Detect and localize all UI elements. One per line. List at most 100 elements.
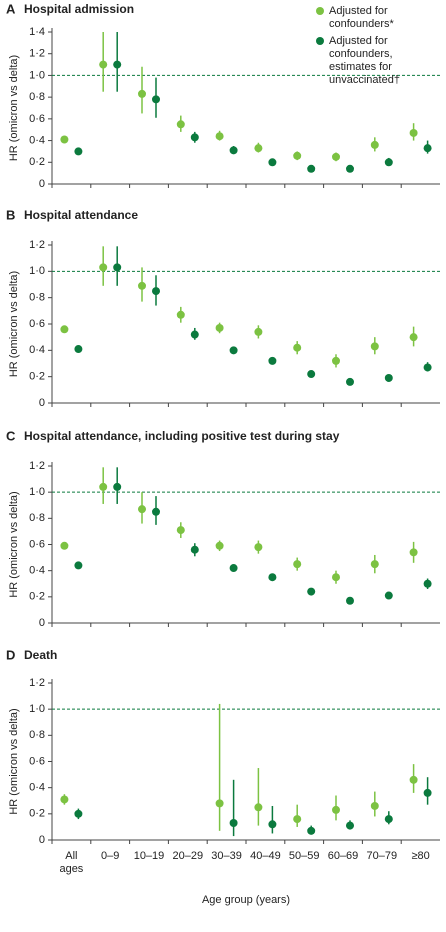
point xyxy=(152,507,160,516)
y-tick-label: 0·6 xyxy=(29,538,45,550)
legend-item: Adjusted for confounders, estimates for … xyxy=(316,35,442,87)
point xyxy=(384,591,393,600)
point xyxy=(254,144,263,153)
y-tick-label: 0·2 xyxy=(29,156,45,168)
point xyxy=(307,826,316,835)
x-tick-label: All ages xyxy=(59,850,84,875)
point xyxy=(74,345,83,354)
point xyxy=(307,587,316,596)
y-tick-label: 0·6 xyxy=(29,113,45,125)
point xyxy=(60,135,69,144)
point xyxy=(346,821,354,830)
point xyxy=(423,579,432,588)
y-axis-label: HR (omicron vs delta) xyxy=(8,708,20,814)
point xyxy=(190,133,199,142)
x-tick-label: 60–69 xyxy=(327,850,359,862)
point xyxy=(346,377,354,386)
y-tick-label: 0·2 xyxy=(29,371,45,383)
y-tick-label: 0 xyxy=(39,397,45,409)
point xyxy=(176,310,185,319)
point xyxy=(409,548,418,557)
point xyxy=(384,373,393,382)
point xyxy=(138,89,146,98)
x-tick-label: 10–19 xyxy=(133,850,165,862)
point xyxy=(229,346,238,355)
point xyxy=(268,356,277,365)
point xyxy=(332,356,340,365)
y-tick-label: 1·0 xyxy=(29,703,45,715)
point xyxy=(346,164,354,173)
point xyxy=(370,342,379,351)
x-tick-label: 50–59 xyxy=(288,850,320,862)
point xyxy=(152,95,160,104)
point xyxy=(74,809,83,818)
point xyxy=(293,343,302,352)
point xyxy=(370,140,379,149)
y-tick-label: 0 xyxy=(39,834,45,846)
y-tick-label: 0·4 xyxy=(29,782,45,794)
point xyxy=(113,263,122,272)
x-axis-label: Age group (years) xyxy=(202,894,290,906)
y-tick-label: 0 xyxy=(39,178,45,190)
y-tick-label: 0·2 xyxy=(29,591,45,603)
panel-title: Hospital attendance xyxy=(24,208,138,222)
point xyxy=(229,564,238,573)
y-tick-label: 1·2 xyxy=(29,677,45,689)
y-tick-label: 0·6 xyxy=(29,755,45,767)
y-axis-label: HR (omicron vs delta) xyxy=(8,491,20,597)
panel-label: D xyxy=(6,647,15,662)
point xyxy=(99,263,108,272)
point xyxy=(254,327,263,336)
point xyxy=(190,330,199,339)
point xyxy=(229,818,238,827)
legend-swatch xyxy=(316,37,324,45)
point xyxy=(332,805,340,814)
point xyxy=(346,596,354,605)
point xyxy=(384,815,393,824)
y-tick-label: 0·4 xyxy=(29,134,45,146)
point xyxy=(384,158,393,167)
point xyxy=(113,482,122,491)
panel-title: Hospital admission xyxy=(24,2,134,16)
point xyxy=(268,573,277,582)
point xyxy=(254,803,263,812)
point xyxy=(190,545,199,554)
point xyxy=(138,281,146,290)
point xyxy=(254,543,263,552)
point xyxy=(229,146,238,155)
panel-label: B xyxy=(6,207,15,222)
point xyxy=(215,799,224,808)
point xyxy=(99,482,108,491)
point xyxy=(370,801,379,810)
point xyxy=(423,788,432,797)
y-tick-label: 0·8 xyxy=(29,729,45,741)
y-tick-label: 0·8 xyxy=(29,512,45,524)
point xyxy=(423,144,432,153)
point xyxy=(215,132,224,141)
point xyxy=(138,505,146,514)
point xyxy=(74,561,83,570)
x-tick-label: 40–49 xyxy=(250,850,281,862)
x-tick-label: 0–9 xyxy=(101,850,120,862)
legend-text: Adjusted for confounders* xyxy=(329,5,394,30)
point xyxy=(409,128,418,137)
y-tick-label: 1·0 xyxy=(29,69,45,81)
y-axis-label: HR (omicron vs delta) xyxy=(8,55,20,161)
y-tick-label: 1·2 xyxy=(29,239,45,251)
point xyxy=(215,541,224,550)
point xyxy=(307,370,316,379)
x-tick-label: 70–79 xyxy=(366,850,398,862)
point xyxy=(409,333,418,342)
panel-title: Hospital attendance, including positive … xyxy=(24,429,340,443)
y-axis-label: HR (omicron vs delta) xyxy=(8,271,20,377)
point xyxy=(176,526,185,535)
y-tick-label: 1·2 xyxy=(29,460,45,472)
y-tick-label: 1·4 xyxy=(29,26,45,38)
point xyxy=(332,152,340,161)
y-tick-label: 0·8 xyxy=(29,91,45,103)
point xyxy=(176,120,185,129)
y-tick-label: 0·6 xyxy=(29,318,45,330)
legend: Adjusted for confounders* Adjusted for co… xyxy=(316,5,442,91)
